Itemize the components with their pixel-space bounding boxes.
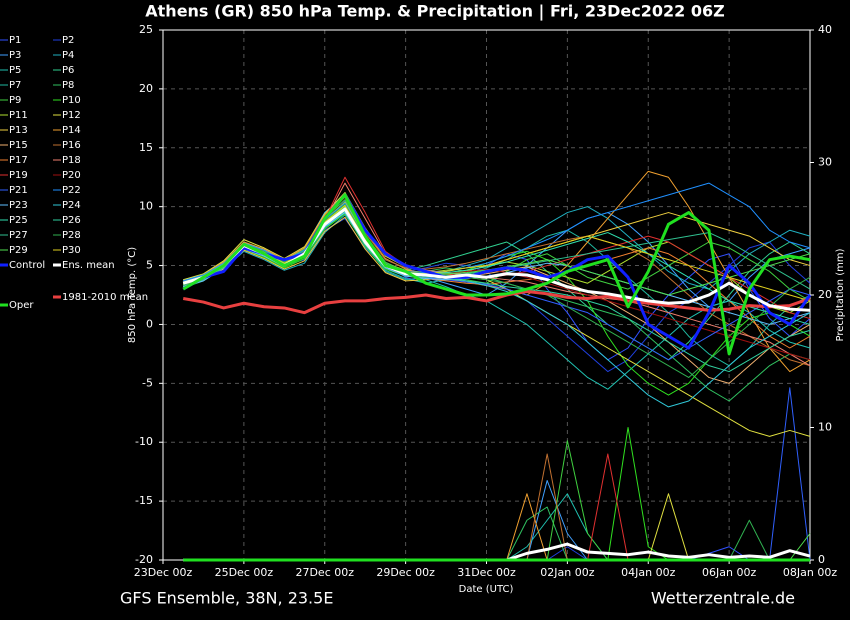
legend-label: P2 (62, 35, 74, 46)
legend-label: P22 (62, 185, 81, 196)
legend-label: P30 (62, 245, 81, 256)
temp-line (183, 206, 811, 290)
temp-line (183, 204, 811, 302)
x-tick-label: 23Dec 00z (134, 566, 193, 579)
legend-label: P26 (62, 215, 81, 226)
x-tick-label: 04Jan 00z (621, 566, 675, 579)
x-tick-label: 27Dec 00z (295, 566, 354, 579)
legend-label: P12 (62, 110, 81, 121)
x-tick-label: 31Dec 00z (457, 566, 516, 579)
footer-right: Wetterzentrale.de (651, 589, 795, 608)
legend-label: 1981-2010 mean (62, 292, 148, 303)
x-tick-label: 29Dec 00z (376, 566, 435, 579)
legend-label: P10 (62, 95, 81, 106)
legend-label: P7 (9, 80, 21, 91)
legend-label: P21 (9, 185, 28, 196)
temp-line (182, 193, 811, 356)
legend-label: P6 (62, 65, 74, 76)
y-tick-label: -10 (135, 435, 153, 448)
x-tick-label: 06Jan 00z (702, 566, 756, 579)
legend-label: P16 (62, 140, 81, 151)
legend-label: P29 (9, 245, 28, 256)
y-tick-label: 10 (139, 200, 153, 213)
footer-left: GFS Ensemble, 38N, 23.5E (120, 589, 333, 608)
legend-label: P3 (9, 50, 21, 61)
x-tick-label: 02Jan 00z (540, 566, 594, 579)
legend-label: P14 (62, 125, 81, 136)
temp-line (183, 192, 811, 437)
legend-label: P27 (9, 230, 28, 241)
legend-label: P5 (9, 65, 21, 76)
x-axis-label: Date (UTC) (459, 584, 514, 595)
legend-label: P8 (62, 80, 74, 91)
legend-label: P9 (9, 95, 21, 106)
y-tick-label: -15 (135, 494, 153, 507)
y-tick-label: 5 (146, 259, 153, 272)
y2-tick-label: 40 (818, 23, 832, 36)
x-tick-label: 25Dec 00z (215, 566, 274, 579)
y2-tick-label: 0 (818, 553, 825, 566)
temp-line (183, 203, 811, 378)
legend-label: P11 (9, 110, 28, 121)
y-tick-label: -5 (142, 376, 153, 389)
y-tick-label: 25 (139, 23, 153, 36)
legend-label: P17 (9, 155, 28, 166)
legend-label: P19 (9, 170, 28, 181)
legend-label: Control (9, 260, 45, 271)
y-tick-label: 15 (139, 141, 153, 154)
legend-label: Oper (9, 300, 34, 311)
legend-label: P28 (62, 230, 81, 241)
legend-label: P23 (9, 200, 28, 211)
y2-tick-label: 30 (818, 156, 832, 169)
y2-axis-label: Precipitation (mm) (835, 248, 846, 341)
x-tick-label: 08Jan 00z (783, 566, 837, 579)
temp-line (182, 193, 812, 350)
legend-label: Ens. mean (62, 260, 115, 271)
y2-tick-label: 10 (818, 421, 832, 434)
y-tick-label: 20 (139, 82, 153, 95)
chart-title: Athens (GR) 850 hPa Temp. & Precipitatio… (145, 2, 724, 22)
legend-label: P1 (9, 35, 21, 46)
y-axis-label: 850 hPa Temp. (°C) (127, 247, 138, 343)
y2-tick-label: 20 (818, 288, 832, 301)
legend-label: P20 (62, 170, 81, 181)
legend-label: P4 (62, 50, 74, 61)
legend-label: P24 (62, 200, 81, 211)
y-tick-label: 0 (146, 317, 153, 330)
legend-label: P15 (9, 140, 28, 151)
legend-label: P18 (62, 155, 81, 166)
temp-line (182, 289, 811, 315)
legend-label: P13 (9, 125, 28, 136)
legend-label: P25 (9, 215, 28, 226)
y-tick-label: -20 (135, 553, 153, 566)
